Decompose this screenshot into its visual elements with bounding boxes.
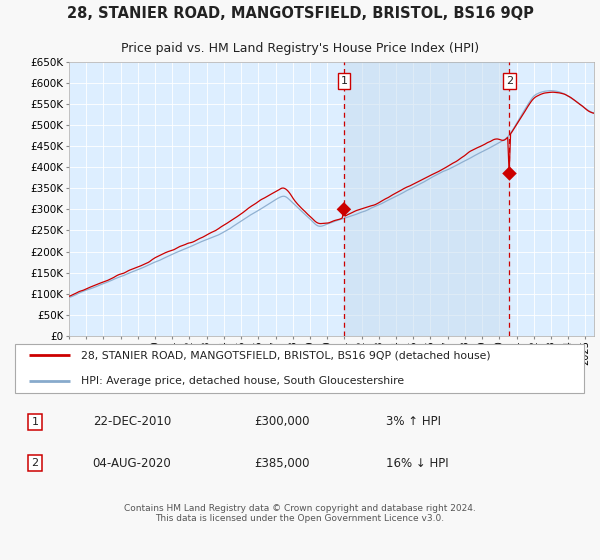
Text: 1: 1 — [32, 417, 38, 427]
Text: 28, STANIER ROAD, MANGOTSFIELD, BRISTOL, BS16 9QP: 28, STANIER ROAD, MANGOTSFIELD, BRISTOL,… — [67, 6, 533, 21]
Text: 16% ↓ HPI: 16% ↓ HPI — [386, 456, 449, 469]
Text: 3% ↑ HPI: 3% ↑ HPI — [386, 416, 442, 428]
Text: Contains HM Land Registry data © Crown copyright and database right 2024.
This d: Contains HM Land Registry data © Crown c… — [124, 504, 476, 523]
Text: HPI: Average price, detached house, South Gloucestershire: HPI: Average price, detached house, Sout… — [81, 376, 404, 386]
Text: 1: 1 — [340, 76, 347, 86]
Point — [505, 169, 514, 178]
Text: £300,000: £300,000 — [254, 416, 310, 428]
Text: £385,000: £385,000 — [254, 456, 310, 469]
Text: 28, STANIER ROAD, MANGOTSFIELD, BRISTOL, BS16 9QP (detached house): 28, STANIER ROAD, MANGOTSFIELD, BRISTOL,… — [81, 351, 491, 361]
Text: 2: 2 — [506, 76, 513, 86]
Text: 22-DEC-2010: 22-DEC-2010 — [92, 416, 171, 428]
FancyBboxPatch shape — [15, 344, 584, 393]
Point — [339, 205, 349, 214]
Bar — [344, 62, 509, 336]
Text: 04-AUG-2020: 04-AUG-2020 — [92, 456, 172, 469]
Text: Price paid vs. HM Land Registry's House Price Index (HPI): Price paid vs. HM Land Registry's House … — [121, 41, 479, 54]
Text: 2: 2 — [31, 458, 38, 468]
